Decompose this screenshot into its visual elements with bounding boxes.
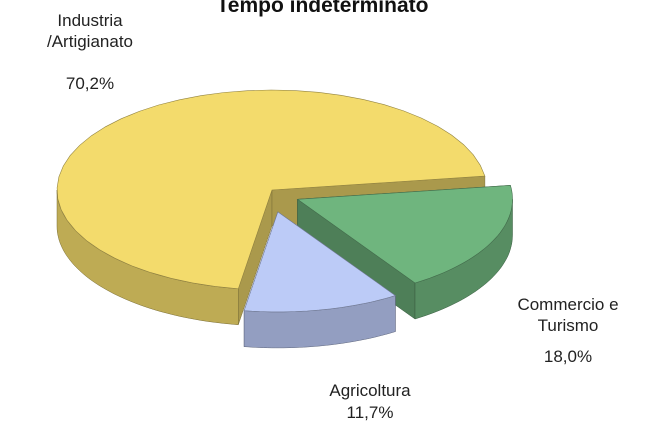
pie-slice xyxy=(296,184,513,284)
value-label: 70,2% xyxy=(65,74,115,93)
value-label: 11,7% xyxy=(346,403,394,422)
pie-slice xyxy=(243,211,397,313)
chart-title: Tempo indeterminato xyxy=(216,0,429,17)
category-label: Agricoltura xyxy=(329,381,411,400)
category-label: Commercio e Turismo xyxy=(517,295,619,335)
pie-slice xyxy=(56,89,486,290)
value-label: 18,0% xyxy=(543,347,593,366)
category-label: Industria /Artigianato xyxy=(47,11,133,51)
